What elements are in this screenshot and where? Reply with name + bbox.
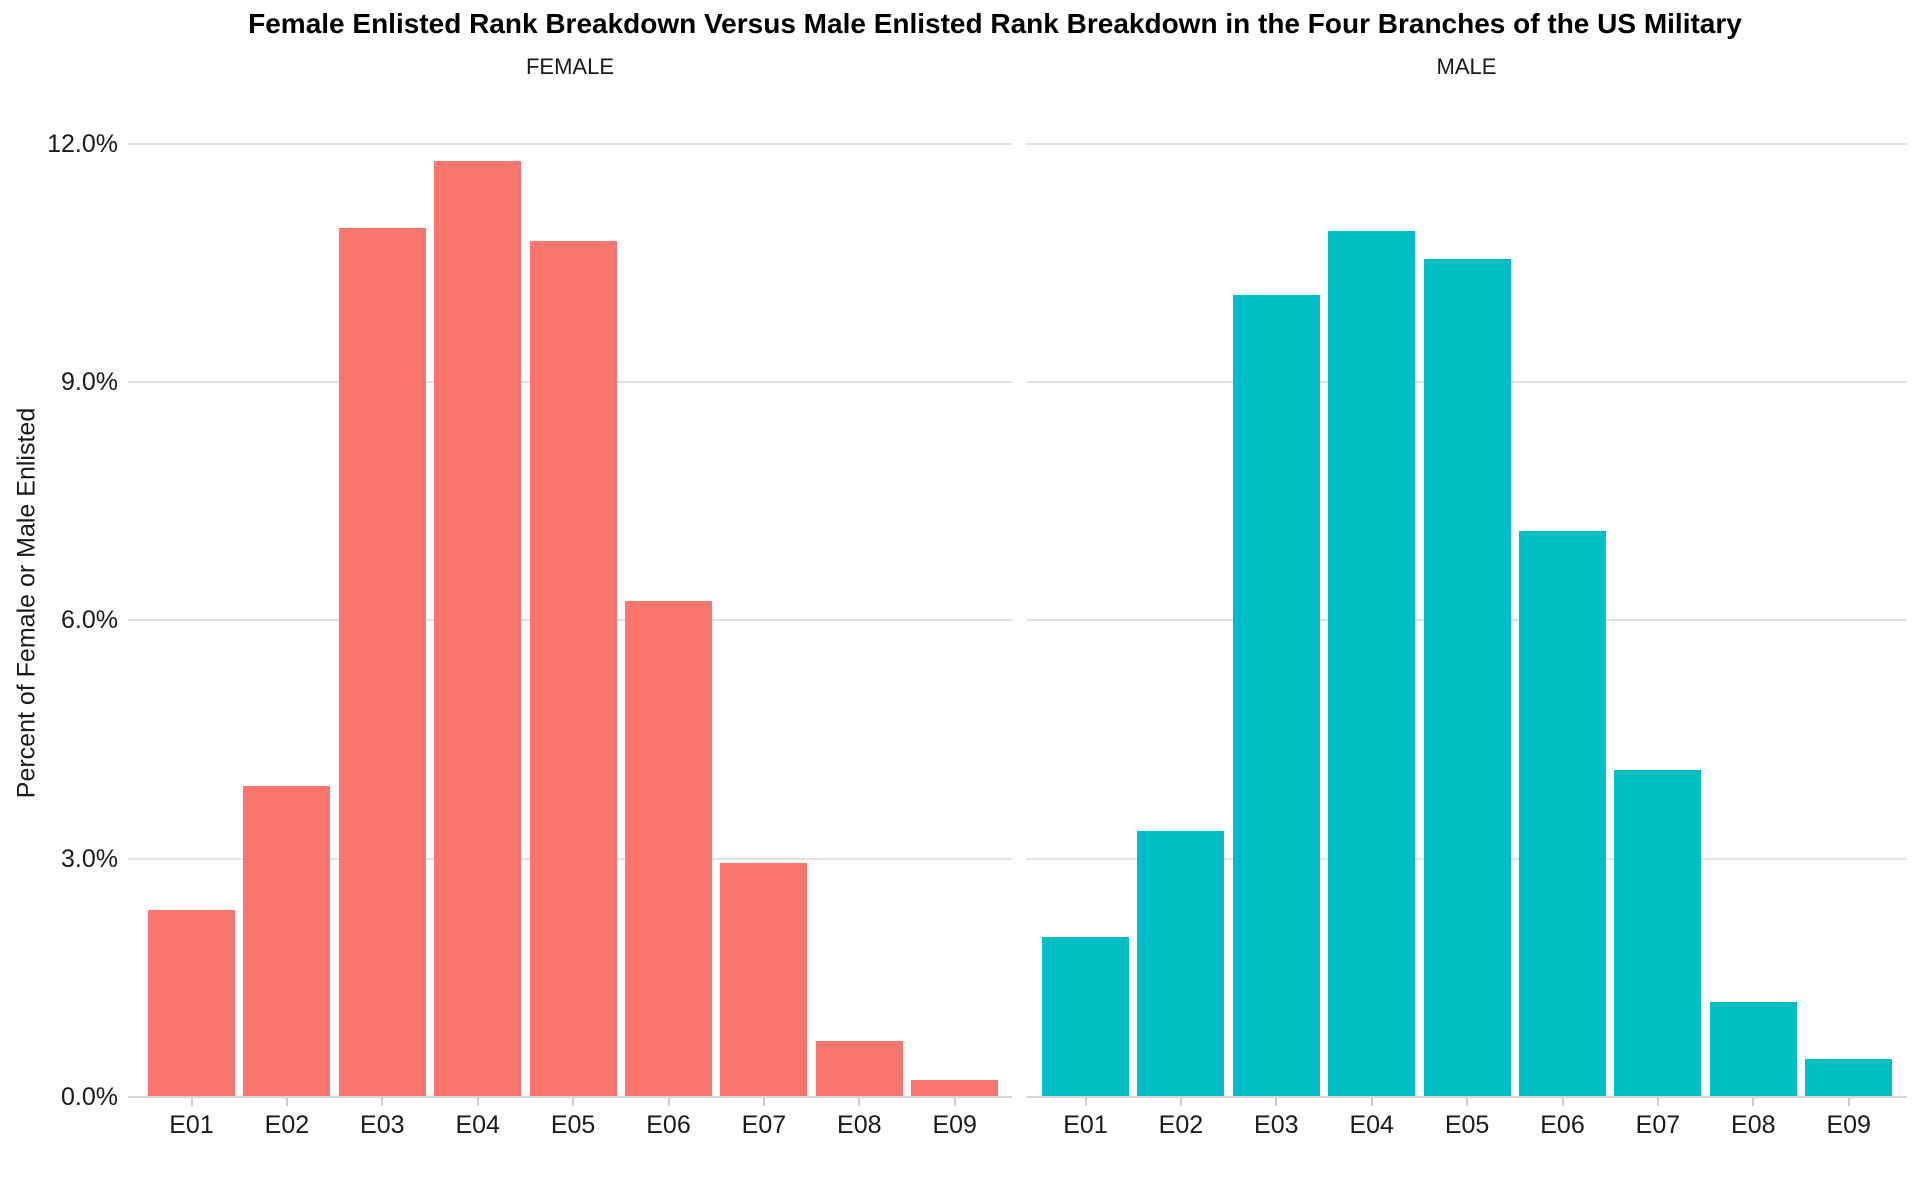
x-tick-mark — [1179, 1098, 1182, 1106]
bar-male-E02 — [1137, 830, 1225, 1097]
x-tick-mark — [381, 1098, 384, 1106]
bar-female-E03 — [338, 227, 426, 1097]
x-tick-label-E02: E02 — [264, 1111, 310, 1139]
bar-female-E04 — [434, 161, 522, 1097]
bar-male-E04 — [1328, 230, 1416, 1097]
bar-female-E02 — [243, 786, 331, 1097]
bar-female-E01 — [148, 910, 235, 1097]
x-tick-label-E02: E02 — [1158, 1111, 1204, 1139]
y-tick-label: 9.0% — [61, 367, 118, 396]
x-tick-mark — [1370, 1098, 1373, 1106]
x-tick-label-E03: E03 — [360, 1111, 405, 1139]
x-tick-mark — [1656, 1098, 1659, 1106]
x-tick-mark — [285, 1098, 288, 1106]
bar-female-E08 — [815, 1040, 903, 1097]
bar-male-E09 — [1805, 1058, 1893, 1097]
bar-female-E05 — [529, 241, 617, 1097]
bar-female-E07 — [720, 862, 808, 1097]
x-tick-label-E09: E09 — [932, 1111, 977, 1139]
y-tick-label: 3.0% — [61, 844, 118, 873]
x-tick-label-E09: E09 — [1826, 1111, 1871, 1139]
x-tick-mark — [1561, 1098, 1564, 1106]
x-tick-label-E07: E07 — [1635, 1111, 1681, 1139]
x-tick-mark — [1752, 1098, 1755, 1106]
x-tick-label-E06: E06 — [646, 1111, 691, 1139]
x-tick-mark — [953, 1098, 956, 1106]
chart-title: Female Enlisted Rank Breakdown Versus Ma… — [248, 8, 1742, 39]
x-tick-mark — [858, 1098, 861, 1106]
x-tick-label-E06: E06 — [1540, 1111, 1585, 1139]
bar-male-E01 — [1042, 936, 1129, 1097]
facet-strip-male: MALE — [1436, 54, 1497, 79]
gridline-12pct — [1026, 142, 1907, 145]
bar-female-E06 — [625, 601, 712, 1097]
x-tick-mark — [1275, 1098, 1278, 1106]
x-tick-label-E05: E05 — [1444, 1111, 1490, 1139]
panel-male: E01 E02 E03 E04 E05 E06 E07 E08 E09 — [1026, 0, 1907, 1186]
x-tick-label-E04: E04 — [455, 1111, 500, 1139]
x-tick-mark — [1847, 1098, 1850, 1106]
x-tick-mark — [476, 1098, 479, 1106]
panel-female: E01 E02 E03 E04 E05 E06 E07 E08 E09 — [128, 0, 1012, 1186]
bar-male-E08 — [1709, 1002, 1797, 1097]
x-tick-mark — [572, 1098, 575, 1106]
x-tick-mark — [1084, 1098, 1087, 1106]
x-tick-label-E07: E07 — [741, 1111, 787, 1139]
x-tick-mark — [190, 1098, 193, 1106]
x-tick-mark — [762, 1098, 765, 1106]
x-tick-label-E01: E01 — [1063, 1111, 1108, 1139]
x-tick-label-E01: E01 — [169, 1111, 214, 1139]
bar-male-E05 — [1423, 258, 1511, 1097]
y-tick-label: 12.0% — [47, 129, 118, 158]
x-tick-label-E04: E04 — [1349, 1111, 1394, 1139]
x-tick-label-E08: E08 — [837, 1111, 882, 1139]
x-tick-label-E05: E05 — [550, 1111, 596, 1139]
bar-male-E06 — [1519, 531, 1606, 1097]
gridline-12pct — [128, 142, 1012, 145]
x-axis-line — [1026, 1096, 1907, 1098]
x-axis-line — [128, 1096, 1012, 1098]
x-tick-label-E03: E03 — [1254, 1111, 1299, 1139]
bar-male-E03 — [1232, 294, 1320, 1097]
bar-male-E07 — [1614, 769, 1702, 1097]
bar-female-E09 — [911, 1079, 999, 1097]
x-tick-mark — [667, 1098, 670, 1106]
y-tick-label: 6.0% — [61, 606, 118, 635]
facet-strip-female: FEMALE — [525, 54, 615, 79]
x-tick-label-E08: E08 — [1731, 1111, 1776, 1139]
y-tick-label: 0.0% — [61, 1083, 118, 1111]
x-tick-mark — [1466, 1098, 1469, 1106]
